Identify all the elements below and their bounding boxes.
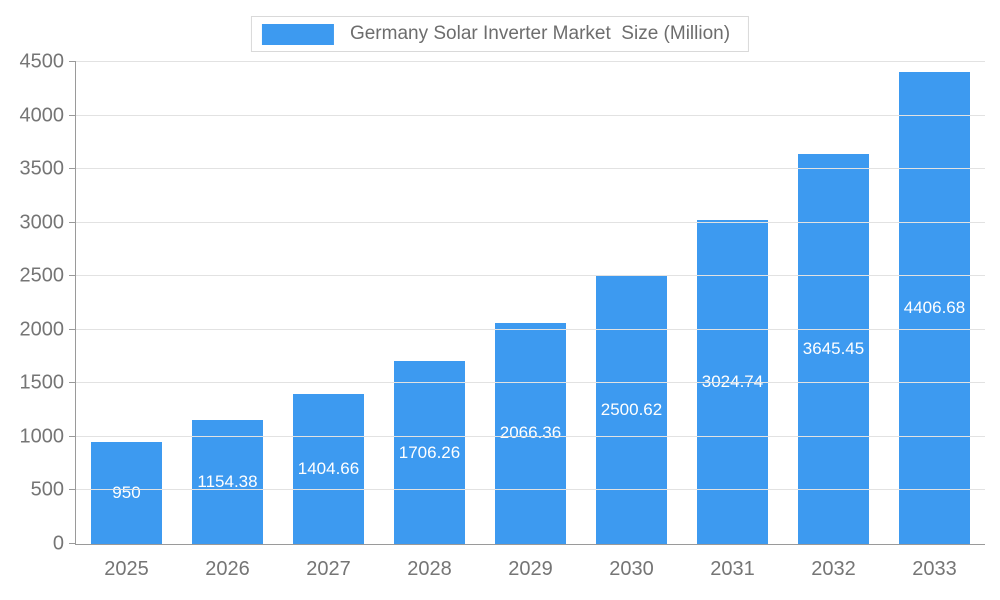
x-axis-label-2028: 2028 — [407, 558, 452, 580]
bar-column-2026: 1154.38 — [177, 62, 278, 544]
y-axis-tick — [69, 435, 76, 437]
y-axis-tick-label: 2500 — [19, 264, 65, 287]
y-axis-tick — [69, 114, 76, 116]
gridline — [76, 275, 985, 277]
y-axis-tick — [69, 61, 76, 62]
x-axis-label-2029: 2029 — [508, 558, 553, 580]
y-axis-tick-label: 3500 — [19, 157, 65, 180]
bar-2033[interactable]: 4406.68 — [898, 72, 971, 544]
bar-value-label: 950 — [112, 483, 141, 503]
y-axis-tick-label: 3000 — [19, 211, 65, 234]
bar-value-label: 2066.36 — [499, 423, 562, 443]
y-axis-tick-label: 500 — [30, 478, 64, 501]
y-axis-tick-label: 1000 — [19, 425, 65, 448]
y-axis-tick — [69, 275, 76, 277]
bar-value-label: 1706.26 — [398, 442, 461, 462]
legend[interactable]: Germany Solar Inverter Market Size (Mill… — [250, 16, 750, 52]
bar-column-2029: 2066.36 — [480, 62, 581, 544]
gridline — [76, 382, 985, 384]
y-axis-tick-label: 2000 — [19, 318, 65, 341]
bar-column-2025: 950 — [76, 62, 177, 544]
bar-column-2030: 2500.62 — [581, 62, 682, 544]
legend-label: Germany Solar Inverter Market Size (Mill… — [349, 23, 731, 44]
y-axis-tick — [69, 382, 76, 384]
bar-2025[interactable]: 950 — [90, 442, 163, 544]
bar-2027[interactable]: 1404.66 — [292, 393, 365, 544]
x-axis-label-2031: 2031 — [710, 558, 755, 580]
gridline — [76, 61, 985, 62]
y-axis-tick-label: 4500 — [19, 50, 65, 73]
gridline — [76, 489, 985, 491]
gridline — [76, 328, 985, 330]
gridline — [76, 168, 985, 170]
y-axis-tick-label: 4000 — [19, 104, 65, 127]
x-axis-label-2030: 2030 — [609, 558, 654, 580]
y-axis-tick — [69, 221, 76, 223]
bar-2032[interactable]: 3645.45 — [797, 153, 870, 544]
y-axis-tick — [69, 168, 76, 170]
y-axis-tick-label: 0 — [52, 532, 64, 555]
bar-2026[interactable]: 1154.38 — [191, 420, 264, 544]
bar-column-2028: 1706.26 — [379, 62, 480, 544]
bar-2030[interactable]: 2500.62 — [595, 276, 668, 544]
gridline — [76, 221, 985, 223]
bar-column-2033: 4406.68 — [884, 62, 985, 544]
gridline — [76, 435, 985, 437]
bar-column-2031: 3024.74 — [682, 62, 783, 544]
bar-column-2027: 1404.66 — [278, 62, 379, 544]
bar-2028[interactable]: 1706.26 — [393, 361, 466, 544]
y-axis-tick — [69, 328, 76, 330]
x-axis-label-2025: 2025 — [104, 558, 149, 580]
y-axis-tick — [69, 489, 76, 491]
bar-2029[interactable]: 2066.36 — [494, 322, 567, 544]
bar-value-label: 2500.62 — [600, 400, 663, 420]
bar-value-label: 3645.45 — [802, 338, 865, 358]
x-axis-labels: 2025 2026 2027 2028 2029 2030 2031 2032 2033 — [76, 544, 985, 581]
bar-value-label: 3024.74 — [701, 372, 764, 392]
legend-swatch-icon — [261, 23, 334, 45]
x-axis-label-2026: 2026 — [205, 558, 250, 580]
bars-row: 950 1154.38 1404.66 1706.26 2066.36 2500.62 30… — [76, 62, 985, 544]
bar-value-label: 1404.66 — [297, 458, 360, 478]
bar-value-label: 1154.38 — [197, 472, 258, 492]
x-axis-label-2027: 2027 — [306, 558, 351, 580]
gridline — [76, 114, 985, 116]
y-axis-tick-label: 1500 — [19, 371, 65, 394]
x-axis-label-2033: 2033 — [912, 558, 957, 580]
bar-value-label: 4406.68 — [903, 298, 966, 317]
bar-column-2032: 3645.45 — [783, 62, 884, 544]
y-axis-tick — [69, 543, 76, 544]
plot-area: 950 1154.38 1404.66 1706.26 2066.36 2500.62 30… — [20, 51, 985, 580]
x-axis-label-2032: 2032 — [811, 558, 856, 580]
